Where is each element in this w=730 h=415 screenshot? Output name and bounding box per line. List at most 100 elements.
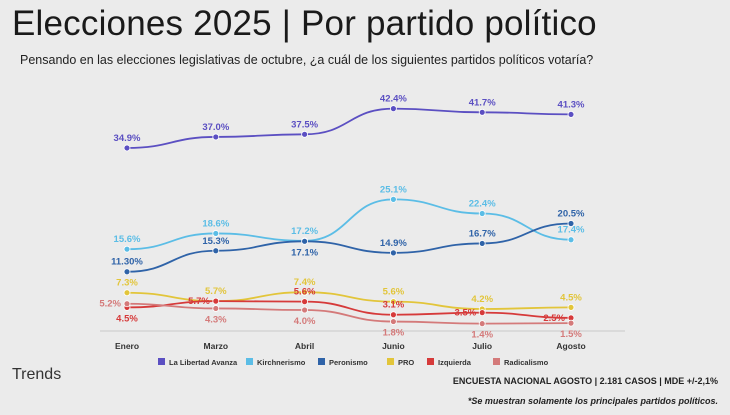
- data-point: [212, 133, 220, 141]
- data-point: [389, 318, 397, 325]
- data-point: [478, 240, 486, 247]
- legend-swatch-peronismo: [318, 358, 325, 365]
- data-point: [478, 320, 486, 328]
- legend-swatch-pro: [387, 358, 394, 365]
- x-tick-label: Abril: [295, 341, 314, 351]
- x-axis: Enero Marzo Abril Junio Julio Agosto: [100, 330, 625, 351]
- data-point: [301, 288, 309, 296]
- x-tick-label: Agosto: [556, 341, 585, 351]
- data-point: [478, 108, 486, 116]
- series-layer: [123, 105, 575, 328]
- data-label: 37.0%: [202, 122, 229, 133]
- data-point: [301, 306, 309, 314]
- data-label: 4.5%: [560, 292, 582, 303]
- data-label: 5.2%: [99, 299, 121, 310]
- data-label: 1.4%: [471, 330, 493, 341]
- data-point: [212, 247, 220, 255]
- data-label: 5.7%: [188, 296, 210, 307]
- data-point: [389, 311, 397, 319]
- data-label: 17.4%: [558, 225, 585, 236]
- data-point: [301, 130, 309, 138]
- data-point: [212, 297, 220, 305]
- legend-label: Radicalismo: [504, 358, 549, 367]
- legend-label: Izquierda: [438, 358, 472, 367]
- data-label: 42.4%: [380, 94, 407, 105]
- data-label: 22.4%: [469, 199, 496, 210]
- data-label: 11.30%: [111, 257, 143, 268]
- data-label: 15.6%: [114, 234, 141, 245]
- data-point: [389, 298, 397, 306]
- data-point: [478, 309, 486, 317]
- data-label: 4.2%: [471, 294, 493, 305]
- chart-subtitle: Pensando en las elecciones legislativas …: [20, 53, 594, 67]
- data-point: [567, 111, 575, 118]
- data-point: [567, 319, 575, 327]
- data-label: 5.7%: [205, 286, 227, 297]
- legend-label: La Libertad Avanza: [169, 358, 238, 367]
- data-point: [123, 144, 131, 152]
- data-label: 2.5%: [543, 313, 565, 324]
- series-line-radicalismo: [126, 302, 572, 325]
- data-label: 4.3%: [205, 314, 227, 325]
- data-label: 7.3%: [116, 278, 138, 289]
- series-line-izquierda: [126, 300, 572, 319]
- x-tick-label: Enero: [115, 341, 139, 351]
- data-point: [301, 237, 309, 245]
- data-label: 5.6%: [294, 287, 316, 298]
- data-point: [123, 245, 131, 253]
- data-label: 15.3%: [202, 236, 229, 247]
- data-point: [389, 105, 397, 113]
- legend-swatch-radicalismo: [493, 358, 500, 365]
- data-label: 5.6%: [383, 287, 405, 298]
- data-point: [212, 305, 220, 312]
- legend: La Libertad Avanza Kirchnerismo Peronismo P…: [158, 358, 549, 367]
- data-label: 20.5%: [558, 208, 585, 219]
- brand-logo-text: Trends: [12, 366, 62, 383]
- data-label: 37.5%: [291, 119, 318, 130]
- data-label: 41.7%: [469, 97, 496, 108]
- legend-label: PRO: [398, 358, 414, 367]
- data-label: 41.3%: [558, 99, 585, 110]
- legend-label: Peronismo: [329, 358, 368, 367]
- series-line-peronismo: [126, 222, 572, 273]
- data-point: [567, 303, 575, 311]
- data-labels: 34.9% 37.0% 37.5% 42.4% 41.7% 41.3% 15.6% 18.6%…: [99, 94, 585, 341]
- legend-swatch-la-libertad-avanza: [158, 358, 165, 365]
- series-line-la-libertad-avanza: [126, 107, 572, 149]
- survey-info: ENCUESTA NACIONAL AGOSTO | 2.181 CASOS |…: [452, 376, 718, 386]
- x-tick-label: Julio: [472, 341, 492, 351]
- data-label: 14.9%: [380, 238, 407, 249]
- series-line-kirchnerismo: [126, 198, 572, 251]
- data-label: 3.1%: [383, 300, 405, 311]
- data-point: [301, 298, 309, 306]
- data-point: [389, 195, 397, 203]
- legend-label: Kirchnerismo: [257, 358, 306, 367]
- legend-swatch-izquierda: [427, 358, 434, 365]
- data-point: [567, 220, 575, 227]
- data-point: [567, 236, 575, 244]
- x-tick-label: Junio: [382, 341, 405, 351]
- data-label: 16.7%: [469, 228, 496, 239]
- data-label: 7.4%: [294, 277, 316, 288]
- data-label: 18.6%: [202, 218, 229, 229]
- data-label: 1.5%: [560, 329, 582, 340]
- data-point: [478, 210, 486, 217]
- data-point: [212, 230, 220, 237]
- data-point: [123, 289, 131, 297]
- footnote: *Se muestran solamente los principales p…: [467, 396, 718, 406]
- data-point: [123, 300, 131, 308]
- data-point: [389, 249, 397, 257]
- data-label: 3.5%: [455, 308, 477, 319]
- data-label: 17.1%: [291, 247, 318, 258]
- data-label: 1.8%: [383, 328, 405, 339]
- data-label: 34.9%: [114, 133, 141, 144]
- page-title: Elecciones 2025 | Por partido político: [12, 4, 597, 43]
- x-tick-label: Marzo: [204, 341, 229, 351]
- data-label: 17.2%: [291, 226, 318, 237]
- data-label: 4.5%: [116, 313, 138, 324]
- legend-swatch-kirchnerismo: [246, 358, 253, 365]
- data-label: 4.0%: [294, 316, 316, 327]
- data-label: 25.1%: [380, 184, 407, 195]
- data-point: [123, 268, 131, 276]
